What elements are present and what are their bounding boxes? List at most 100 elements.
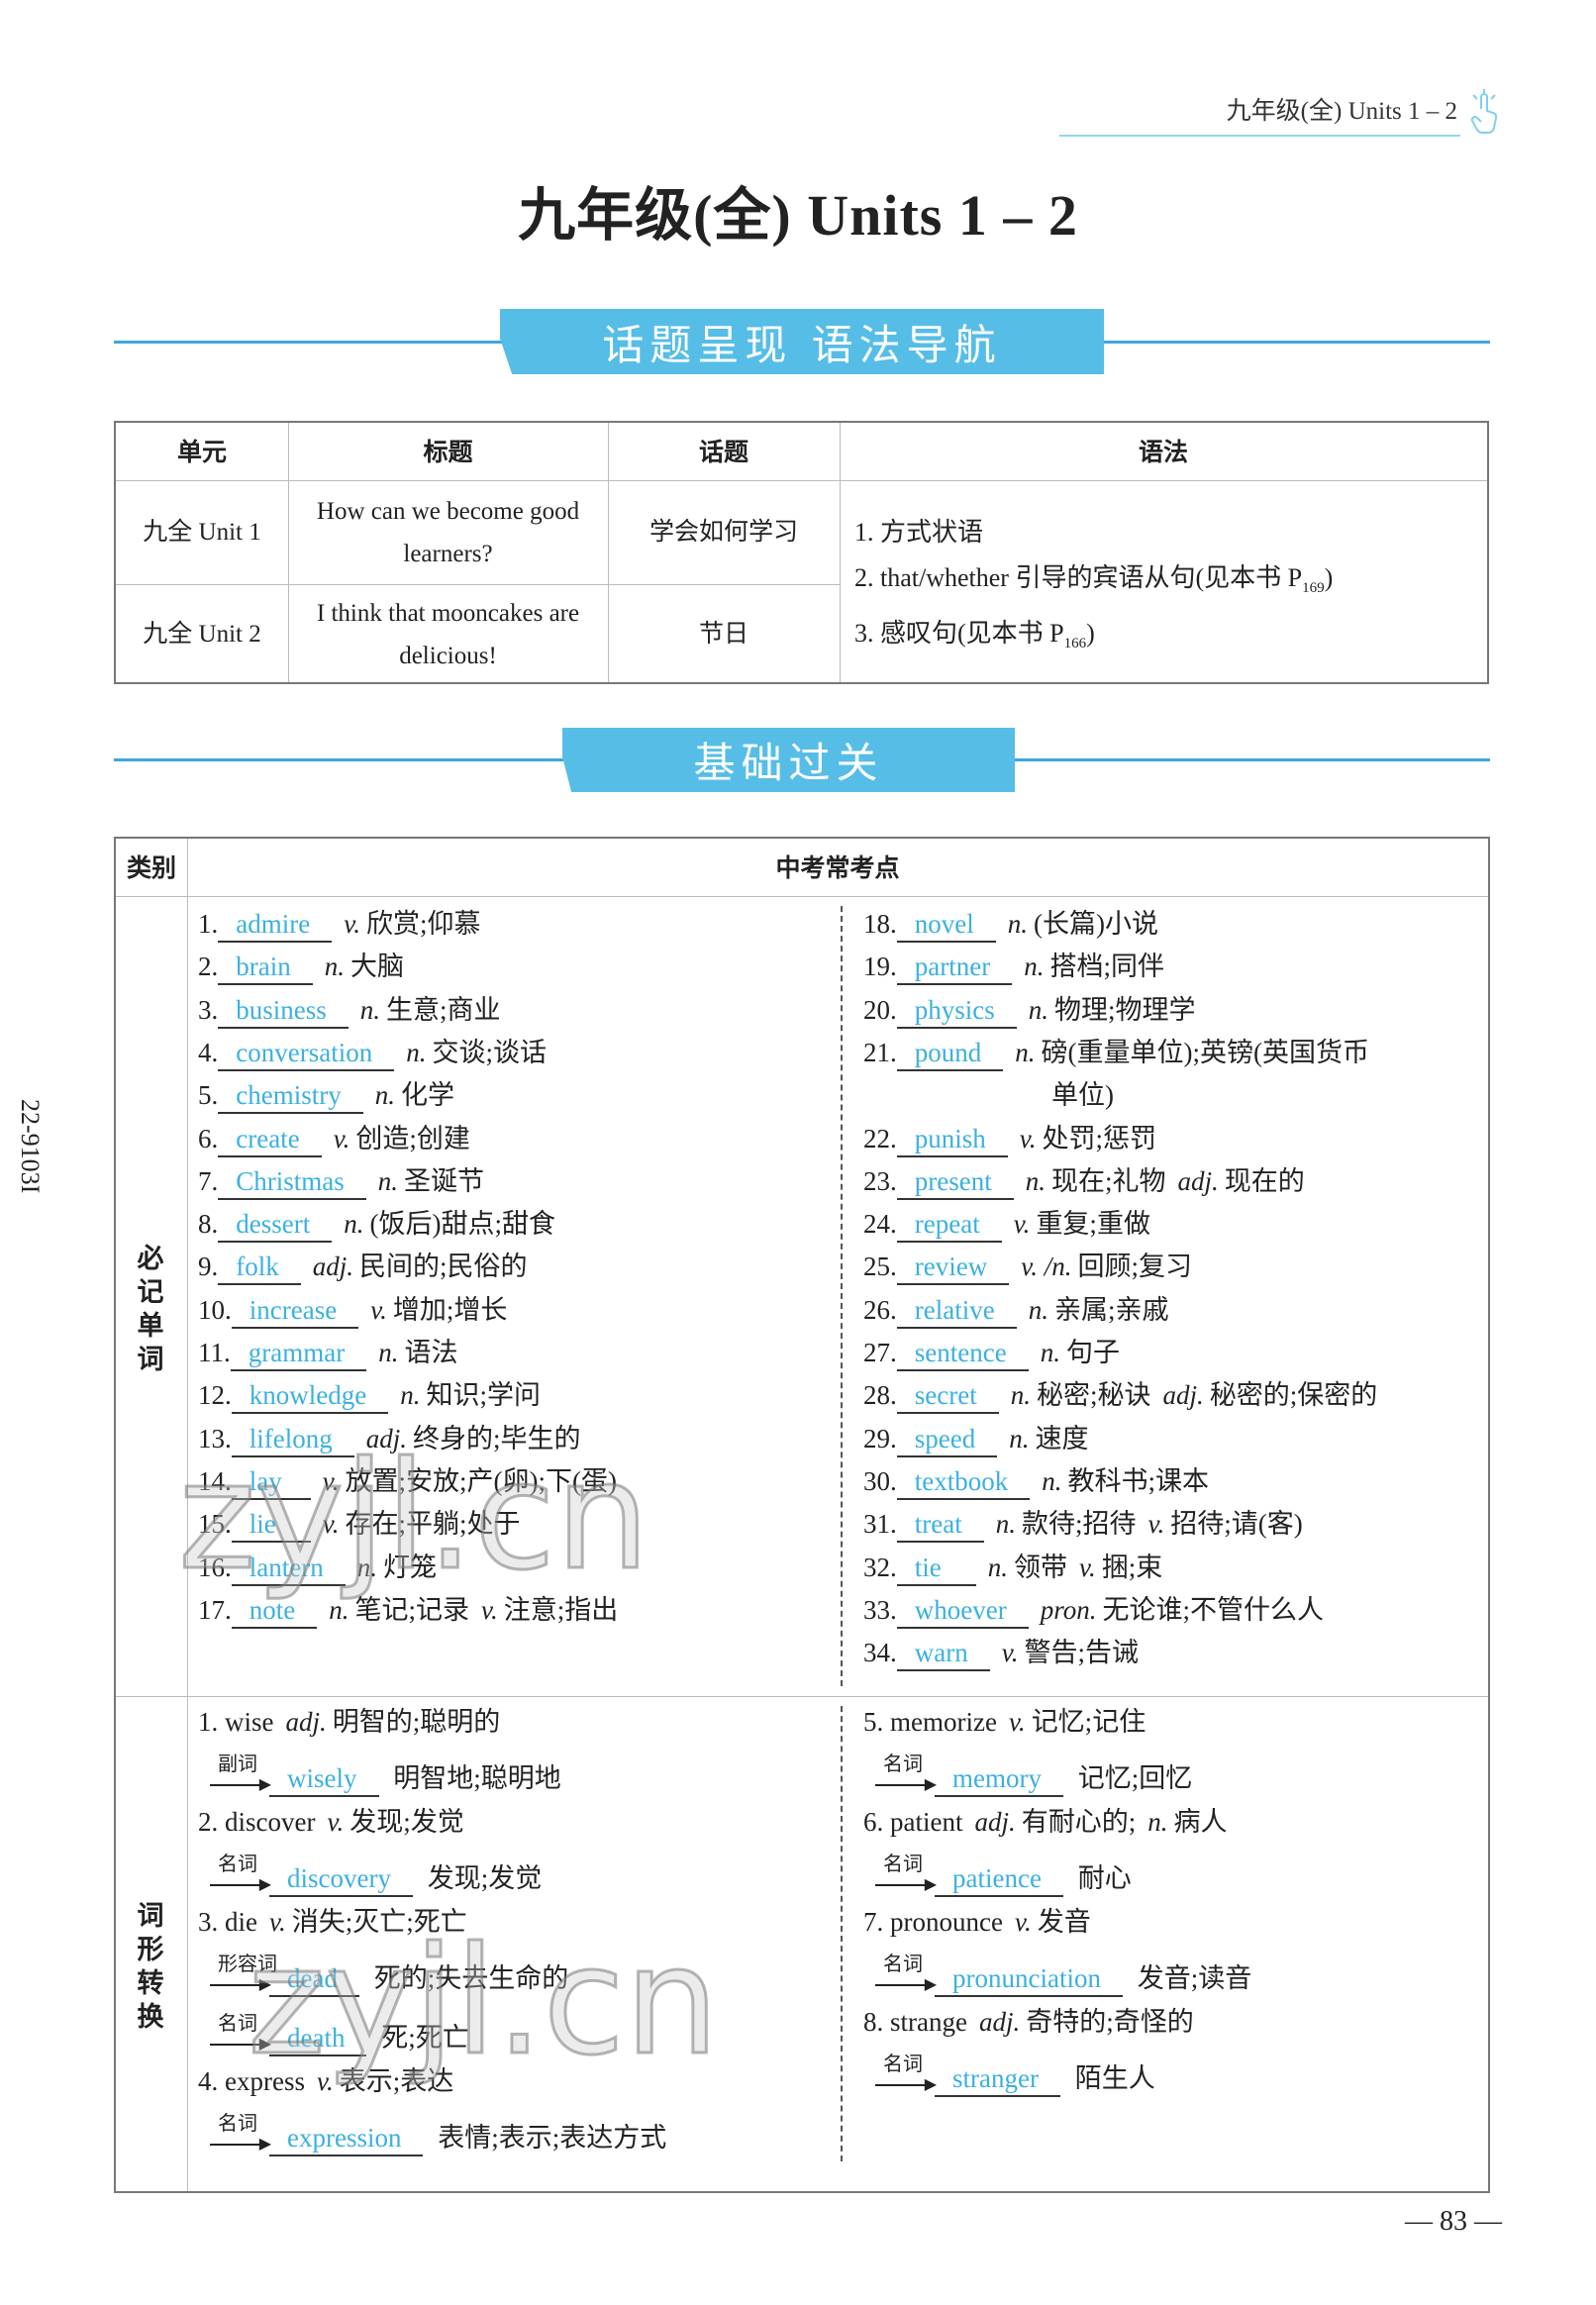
answer-blank[interactable]: memory [935,1761,1063,1797]
table-divider [116,584,840,585]
answer-blank[interactable]: increase [231,1293,359,1329]
answer-blank[interactable]: partner [896,950,1013,986]
answer-blank[interactable]: note [231,1593,318,1629]
answer-blank[interactable]: treat [896,1507,984,1544]
vocab-item: 7. Christmas n. 圣诞节 [198,1161,484,1201]
item-number: 27. [863,1338,897,1367]
page-number: — 83 — [1405,2206,1502,2237]
meaning: 欣赏;仰慕 [365,909,481,939]
grammar-close: ) [1086,619,1095,649]
answer-blank[interactable]: pronunciation [935,1961,1123,1997]
answer-blank[interactable]: admire [218,907,333,943]
item-number: 21. [863,1037,897,1067]
answer-blank[interactable]: sentence [896,1336,1029,1371]
answer-blank[interactable]: expression [269,2121,424,2156]
grammar-close: ) [1324,563,1334,592]
item-number: 28. [863,1380,897,1411]
table-divider [116,1696,1488,1697]
part-of-speech: n. [1010,1380,1031,1411]
derivation-label: 名词 [218,2113,257,2135]
answer-blank[interactable]: patience [935,1861,1063,1897]
answer-blank[interactable]: lay [231,1464,311,1500]
side-code: 22-9103I [16,1099,45,1194]
answer-blank[interactable]: lifelong [231,1422,354,1457]
answer-blank[interactable]: discovery [269,1861,413,1897]
item-number: 22. [863,1123,897,1153]
answer-blank[interactable]: physics [896,993,1017,1029]
item-number: 14. [198,1465,232,1496]
answer-blank[interactable]: present [896,1164,1014,1200]
word-form-head: 8. strange adj. 奇特的;奇怪的 [863,2002,1194,2042]
answer-blank[interactable]: grammar [230,1336,367,1371]
answer-blank[interactable]: punish [896,1122,1008,1157]
part-of-speech: n. [1147,1807,1168,1837]
header-title: 标题 [423,437,473,466]
answer-blank[interactable]: chemistry [218,1078,363,1115]
meaning: 招待;请(客) [1170,1509,1303,1540]
grammar-item: 2. that/whether 引导的宾语从句(见本书 P169) [854,555,1333,611]
vocab-item: 1. admire v. 欣赏;仰慕 [198,904,480,944]
header-topic: 话题 [698,437,748,466]
grammar-text: 1. 方式状语 [854,518,984,547]
derivation-label: 名词 [218,2013,257,2035]
answer-blank[interactable]: review [896,1250,1010,1286]
answer-blank[interactable]: relative [896,1293,1017,1329]
derived-form: 名词 ▶ stranger 陌生人 [875,2054,1155,2098]
answer-blank[interactable]: Christmas [218,1164,366,1200]
vocab-item: 18. novel n. (长篇)小说 [863,904,1158,944]
answer-blank[interactable]: secret [896,1378,999,1415]
answer-blank[interactable]: dessert [218,1207,333,1244]
item-number: 24. [863,1209,897,1240]
running-header: 九年级(全) Units 1 – 2 [1226,98,1457,125]
part-of-speech: v. [481,1594,498,1625]
meaning: 回顾;复习 [1077,1252,1192,1282]
answer-blank[interactable]: folk [218,1250,301,1286]
answer-blank[interactable]: novel [896,907,996,943]
answer-blank[interactable]: speed [896,1422,998,1457]
answer-blank[interactable]: warn [896,1636,990,1672]
topic-cell: 学会如何学习 [648,519,798,546]
unit-cell: 九全 Unit 2 [143,621,261,648]
answer-blank[interactable]: knowledge [231,1378,389,1415]
part-of-speech: n. [1040,1338,1060,1367]
answer-blank[interactable]: dead [269,1961,359,1997]
answer-blank[interactable]: stranger [935,2061,1060,2097]
part-of-speech: adj. [974,1807,1016,1837]
meaning: 明智的;聪明的 [332,1707,501,1737]
part-of-speech: n. [1015,1037,1036,1067]
answer-blank[interactable]: wisely [269,1761,379,1797]
part-of-speech: v. [1001,1638,1019,1668]
part-of-speech: n. [1024,952,1045,982]
derivation-label: 形容词 [218,1954,277,1975]
derivation-label: 名词 [218,1854,257,1875]
answer-blank[interactable]: brain [218,950,313,986]
answer-blank[interactable]: pound [896,1036,1004,1071]
vocab-item: 5. chemistry n. 化学 [198,1075,454,1115]
answer-blank[interactable]: repeat [896,1207,1002,1244]
answer-blank[interactable]: lantern [231,1551,346,1586]
meaning: 捆;束 [1101,1552,1163,1582]
word-form-head: 3. die v. 消失;灭亡;死亡 [198,1902,467,1942]
answer-blank[interactable]: conversation [218,1036,395,1071]
item-number: 2. [198,952,219,982]
answer-blank[interactable]: business [218,993,349,1029]
answer-blank[interactable]: death [269,2021,367,2056]
answer-blank[interactable]: textbook [896,1464,1031,1500]
vocab-item: 22. punish v. 处罚;惩罚 [863,1119,1156,1158]
answer-blank[interactable]: whoever [896,1593,1029,1629]
vocab-table: 类别 中考常考点 必记单词 词形转换 [114,837,1490,2193]
base-word: wise [225,1707,274,1737]
section-banner-topic-grammar: 话题呈现 语法导航 [500,309,1104,374]
vocab-item: 14. lay v. 放置;安放;产(卵);下(蛋) [198,1461,617,1501]
vocab-item: 13. lifelong adj. 终身的;毕生的 [198,1419,581,1458]
item-number: 3. [198,994,219,1025]
item-number: 30. [863,1465,897,1496]
item-number: 11. [198,1338,231,1367]
item-number: 3. [198,1907,219,1937]
answer-blank[interactable]: lie [231,1507,311,1544]
answer-blank[interactable]: tie [896,1551,976,1586]
answer-blank[interactable]: create [218,1122,322,1157]
derived-form: 副词 ▶ wisely 明智地;聪明地 [210,1754,561,1798]
part-of-speech: n. [1007,909,1028,939]
vocab-item: 8. dessert n. (饭后)甜点;甜食 [198,1204,555,1244]
